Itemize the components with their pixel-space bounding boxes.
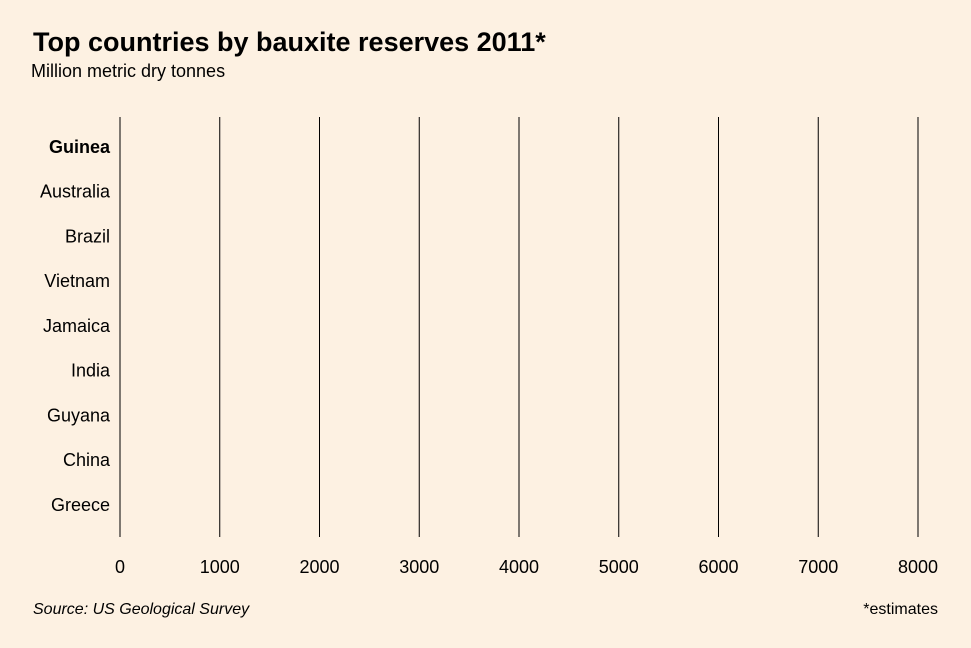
x-tick-label: 4000 xyxy=(499,557,539,577)
y-tick-label: Guyana xyxy=(47,405,111,425)
y-tick-label: India xyxy=(71,361,111,381)
y-tick-label: China xyxy=(63,450,111,470)
x-tick-label: 6000 xyxy=(698,557,738,577)
x-tick-label: 5000 xyxy=(599,557,639,577)
x-tick-label: 1000 xyxy=(200,557,240,577)
y-tick-label: Guinea xyxy=(49,137,111,157)
x-tick-label: 2000 xyxy=(299,557,339,577)
y-tick-label: Australia xyxy=(40,182,111,202)
source: Source: US Geological Survey xyxy=(33,601,250,618)
y-tick-label: Vietnam xyxy=(44,271,110,291)
chart-title: Top countries by bauxite reserves 2011* xyxy=(33,27,546,57)
chart-subtitle: Million metric dry tonnes xyxy=(31,61,225,81)
x-tick-label: 8000 xyxy=(898,557,938,577)
x-tick-label: 3000 xyxy=(399,557,439,577)
note: *estimates xyxy=(863,601,938,618)
y-tick-label: Brazil xyxy=(65,226,110,246)
y-tick-label: Jamaica xyxy=(43,316,111,336)
x-tick-label: 0 xyxy=(115,557,125,577)
y-tick-label: Greece xyxy=(51,495,110,515)
x-tick-label: 7000 xyxy=(798,557,838,577)
